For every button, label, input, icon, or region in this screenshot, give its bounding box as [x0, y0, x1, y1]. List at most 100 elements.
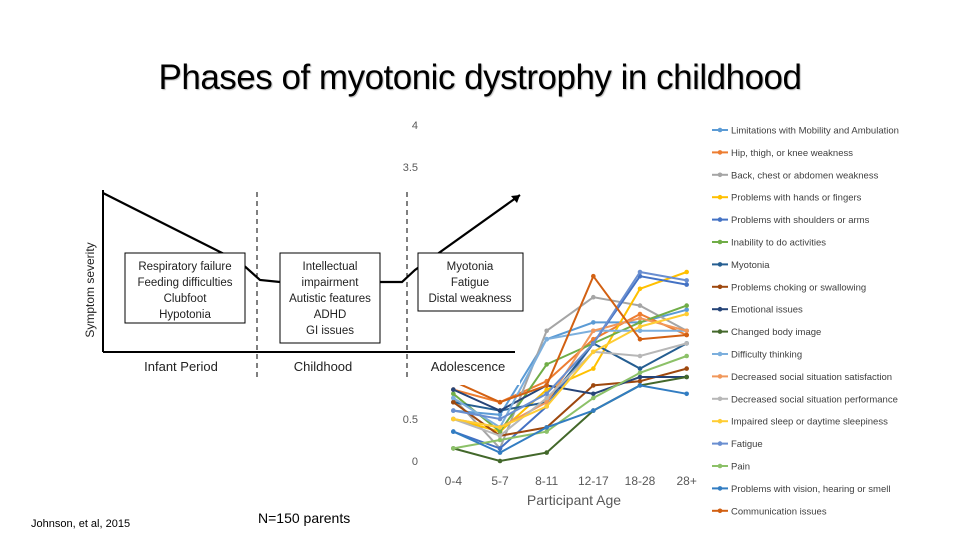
data-point: [684, 307, 689, 313]
data-point: [544, 429, 549, 434]
phase-label-infant: Infant Period: [144, 359, 218, 374]
series-path: [452, 367, 687, 437]
legend-marker: [717, 262, 723, 267]
line-chart-x-label: Participant Age: [527, 492, 621, 508]
series-path: [453, 342, 688, 412]
legend-item: Problems with hands or fingers: [712, 193, 862, 204]
line-chart-legend: Limitations with Mobility and Ambulation…: [712, 126, 899, 517]
legend-item: Myotonia: [712, 260, 770, 271]
symptom-text: Clubfoot: [164, 293, 208, 305]
series-line: [451, 353, 689, 451]
symptom-text: Feeding difficulties: [137, 277, 232, 289]
data-point: [637, 336, 643, 342]
sample-size: N=150 parents: [258, 510, 351, 526]
legend-marker: [717, 306, 723, 312]
legend-marker: [717, 239, 723, 245]
data-point: [451, 395, 456, 401]
data-point: [684, 311, 689, 317]
data-point: [637, 286, 643, 292]
legend-label: Decreased social situation satisfaction: [731, 372, 892, 383]
legend-marker: [717, 284, 723, 290]
data-point: [637, 269, 643, 275]
data-point: [451, 387, 456, 392]
x-tick-label: 18-28: [625, 474, 656, 488]
y-tick-label: 3.5: [403, 162, 418, 174]
legend-item: Communication issues: [712, 506, 827, 517]
data-point: [591, 408, 596, 413]
data-point: [451, 399, 456, 405]
y-tick-label: 0.5: [403, 414, 418, 426]
series-path: [453, 313, 687, 429]
data-point: [684, 391, 689, 397]
data-point: [637, 315, 643, 321]
legend-marker: [717, 418, 723, 424]
data-point: [544, 336, 549, 342]
legend-label: Problems with vision, hearing or smell: [731, 484, 890, 495]
data-point: [544, 404, 549, 409]
symptom-text: Autistic features: [289, 293, 371, 305]
data-point: [544, 387, 549, 392]
data-point: [591, 383, 596, 388]
data-point: [451, 416, 456, 422]
slide-title: Phases of myotonic dystrophy in childhoo…: [158, 58, 802, 97]
data-point: [637, 311, 643, 317]
childhood-symptoms-box: Intellectual impairment Autistic feature…: [279, 252, 381, 344]
infant-symptoms-box: Respiratory failure Feeding difficulties…: [124, 252, 246, 324]
line-chart-series: [451, 269, 689, 464]
legend-label: Communication issues: [731, 506, 827, 517]
legend-marker: [717, 172, 723, 178]
data-point: [684, 328, 689, 334]
data-point: [451, 408, 456, 413]
legend-marker: [717, 463, 723, 469]
x-tick-label: 28+: [676, 474, 696, 488]
data-point: [451, 429, 456, 434]
data-point: [591, 320, 596, 325]
series-path: [453, 312, 688, 404]
data-point: [637, 370, 643, 376]
legend-label: Inability to do activities: [731, 238, 826, 249]
legend-item: Problems choking or swallowing: [712, 282, 866, 293]
data-point: [497, 412, 503, 418]
data-point: [637, 378, 643, 384]
legend-label: Limitations with Mobility and Ambulation: [731, 126, 899, 137]
legend-marker: [717, 396, 723, 402]
data-point: [497, 425, 503, 430]
data-point: [637, 328, 643, 334]
legend-marker: [717, 374, 723, 379]
x-tick-label: 12-17: [578, 474, 609, 488]
series-line: [451, 383, 689, 455]
data-point: [497, 408, 503, 413]
citation: Johnson, et al, 2015: [31, 518, 131, 530]
data-point: [591, 349, 596, 355]
symptom-text: Hypotonia: [159, 309, 211, 321]
legend-label: Decreased social situation performance: [731, 394, 898, 405]
legend-label: Problems choking or swallowing: [731, 282, 866, 293]
series-line: [451, 269, 689, 422]
data-point: [684, 282, 689, 287]
data-point: [497, 458, 503, 464]
data-point: [451, 446, 456, 451]
data-point: [684, 332, 689, 338]
symptom-text: Fatigue: [451, 277, 489, 289]
symptom-text: Distal weakness: [428, 293, 511, 305]
legend-marker: [717, 508, 723, 514]
data-point: [637, 366, 643, 371]
data-point: [637, 303, 643, 308]
legend-marker: [717, 150, 723, 155]
series-path: [453, 270, 687, 421]
legend-item: Changed body image: [712, 327, 821, 338]
legend-item: Hip, thigh, or knee weakness: [712, 148, 853, 159]
data-point: [591, 294, 596, 300]
legend-marker: [717, 329, 723, 334]
data-point: [591, 273, 596, 279]
data-point: [544, 391, 549, 397]
legend-label: Changed body image: [731, 327, 821, 338]
symptom-text: impairment: [302, 277, 360, 289]
data-point: [637, 320, 643, 325]
series-line: [451, 311, 689, 430]
phase-diagram: Symptom severity Respiratory failure Fee…: [83, 188, 524, 385]
data-point: [497, 399, 503, 405]
series-path: [453, 355, 688, 450]
data-point: [637, 324, 643, 329]
